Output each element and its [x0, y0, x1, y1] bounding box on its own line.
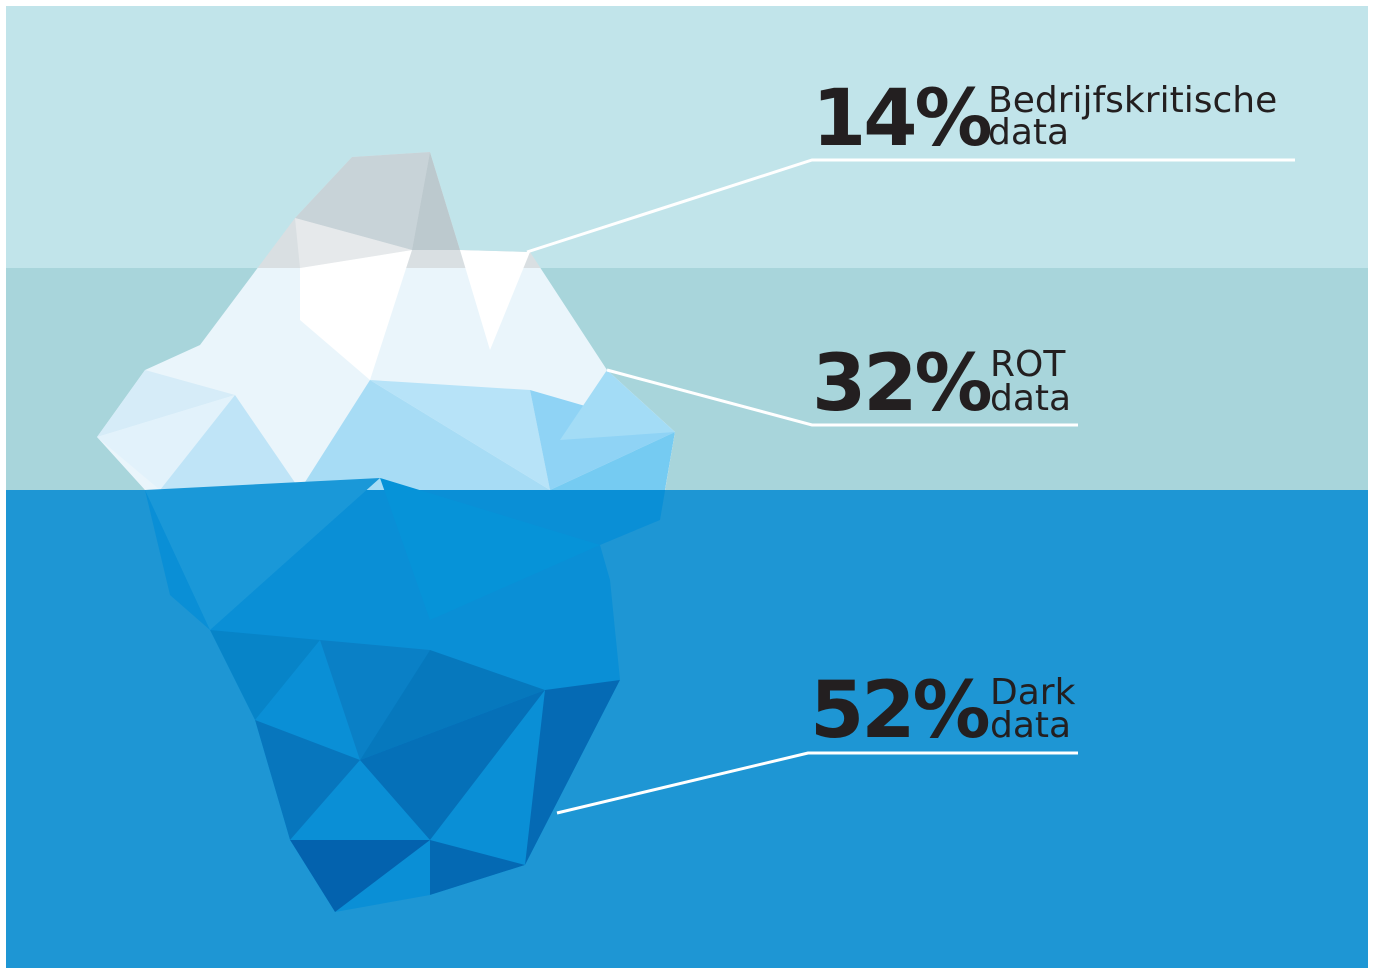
page: {"items": [ {"percent": "14%", "label_li…: [0, 0, 1375, 970]
percentage: 14%: [812, 74, 991, 164]
label: data: [988, 112, 1069, 153]
sky-band: [6, 6, 1368, 268]
percentage: 52%: [810, 666, 989, 756]
label: data: [990, 378, 1071, 419]
label: data: [990, 705, 1071, 746]
infographic: 14% Bedrijfskritische data 32% ROT data …: [0, 0, 1375, 970]
percentage: 32%: [812, 339, 991, 429]
